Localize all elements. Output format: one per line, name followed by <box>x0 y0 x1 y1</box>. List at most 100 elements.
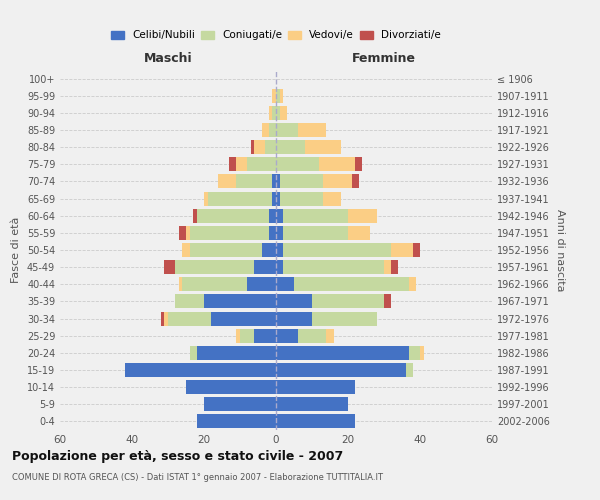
Bar <box>204 294 276 308</box>
Bar <box>269 123 276 137</box>
Bar <box>125 363 276 377</box>
Bar <box>236 174 272 188</box>
Bar <box>182 278 247 291</box>
Bar <box>197 414 276 428</box>
Text: Femmine: Femmine <box>352 52 416 65</box>
Bar <box>204 398 276 411</box>
Bar <box>276 260 283 274</box>
Bar <box>179 226 186 240</box>
Bar <box>265 140 276 154</box>
Bar <box>280 174 323 188</box>
Bar <box>276 226 283 240</box>
Bar <box>175 294 204 308</box>
Bar <box>229 158 236 172</box>
Bar <box>272 88 276 102</box>
Bar <box>254 328 276 342</box>
Bar <box>391 243 413 257</box>
Bar <box>175 260 254 274</box>
Bar <box>240 328 254 342</box>
Bar <box>186 226 190 240</box>
Text: Maschi: Maschi <box>143 52 193 65</box>
Bar <box>190 346 197 360</box>
Bar <box>276 123 298 137</box>
Bar <box>182 243 190 257</box>
Bar <box>298 328 326 342</box>
Bar <box>406 363 413 377</box>
Bar <box>384 260 391 274</box>
Bar <box>204 192 208 205</box>
Bar <box>326 328 334 342</box>
Bar <box>420 346 424 360</box>
Bar <box>179 278 182 291</box>
Bar <box>391 260 398 274</box>
Bar <box>272 192 276 205</box>
Bar <box>276 346 409 360</box>
Bar <box>269 226 276 240</box>
Bar <box>352 174 359 188</box>
Bar <box>276 398 348 411</box>
Bar <box>186 380 276 394</box>
Bar <box>276 174 280 188</box>
Bar <box>276 208 283 222</box>
Bar <box>413 243 420 257</box>
Bar <box>272 174 276 188</box>
Bar <box>208 192 272 205</box>
Bar <box>355 158 362 172</box>
Bar <box>280 192 323 205</box>
Bar <box>283 226 348 240</box>
Bar <box>298 123 326 137</box>
Bar <box>276 158 319 172</box>
Bar <box>236 328 240 342</box>
Bar <box>276 363 406 377</box>
Bar <box>164 312 168 326</box>
Bar <box>276 312 312 326</box>
Bar <box>236 158 247 172</box>
Bar <box>247 278 276 291</box>
Bar <box>283 243 391 257</box>
Bar <box>218 174 236 188</box>
Bar <box>197 346 276 360</box>
Bar <box>312 294 384 308</box>
Bar <box>323 174 352 188</box>
Bar <box>294 278 409 291</box>
Bar <box>280 106 287 120</box>
Bar <box>254 260 276 274</box>
Bar <box>254 140 265 154</box>
Bar <box>190 243 262 257</box>
Bar <box>348 208 377 222</box>
Bar <box>276 88 280 102</box>
Bar <box>251 140 254 154</box>
Bar <box>276 140 305 154</box>
Bar <box>305 140 341 154</box>
Bar <box>384 294 391 308</box>
Bar <box>211 312 276 326</box>
Bar <box>280 88 283 102</box>
Bar <box>197 208 269 222</box>
Bar <box>319 158 355 172</box>
Bar <box>276 414 355 428</box>
Bar <box>312 312 377 326</box>
Bar <box>269 208 276 222</box>
Bar <box>348 226 370 240</box>
Legend: Celibi/Nubili, Coniugati/e, Vedovi/e, Divorziati/e: Celibi/Nubili, Coniugati/e, Vedovi/e, Di… <box>109 28 443 42</box>
Bar <box>161 312 164 326</box>
Bar <box>168 312 211 326</box>
Bar <box>276 294 312 308</box>
Bar <box>283 260 384 274</box>
Y-axis label: Fasce di età: Fasce di età <box>11 217 21 283</box>
Text: Popolazione per età, sesso e stato civile - 2007: Popolazione per età, sesso e stato civil… <box>12 450 343 463</box>
Bar <box>276 278 294 291</box>
Bar <box>164 260 175 274</box>
Bar <box>323 192 341 205</box>
Bar <box>409 278 416 291</box>
Y-axis label: Anni di nascita: Anni di nascita <box>555 209 565 291</box>
Bar <box>276 380 355 394</box>
Bar <box>283 208 348 222</box>
Bar <box>190 226 269 240</box>
Bar <box>193 208 197 222</box>
Bar <box>276 243 283 257</box>
Bar <box>276 106 280 120</box>
Bar <box>262 123 269 137</box>
Bar <box>276 328 298 342</box>
Bar <box>269 106 272 120</box>
